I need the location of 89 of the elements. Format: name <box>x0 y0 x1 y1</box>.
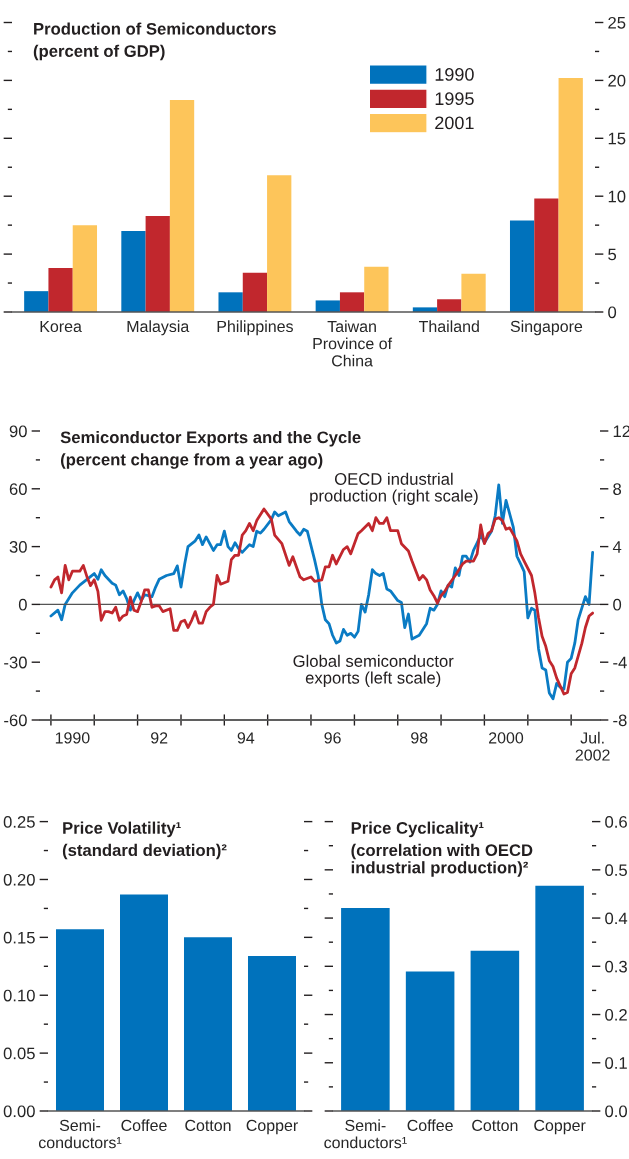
text: (percent change from a year ago) <box>60 453 323 469</box>
y-tick-label: 0 <box>18 598 27 611</box>
text: (percent of GDP) <box>33 44 165 61</box>
bar <box>315 300 340 312</box>
bar <box>120 894 168 1111</box>
bar <box>48 268 73 312</box>
chart-title: Production of Semiconductors <box>34 22 276 35</box>
y2-tick-label: 0.0 <box>605 1105 628 1118</box>
bar <box>535 885 584 1111</box>
bar <box>184 937 232 1111</box>
y2-tick-label: 10 <box>608 190 626 203</box>
bar <box>341 907 390 1111</box>
y-tick-label: 0.10 <box>3 989 35 1002</box>
y-tick-label: 60 <box>9 483 27 495</box>
bar <box>242 272 268 312</box>
bar <box>558 78 583 312</box>
x-tick-label: Korea <box>40 320 82 333</box>
bar <box>24 291 49 312</box>
y2-tick-label: -4 <box>613 656 627 669</box>
bar <box>72 225 98 312</box>
y2-tick-label: 0.4 <box>605 912 628 925</box>
x-tick-label: 94 <box>237 732 255 744</box>
x-tick-label: Thailand <box>418 320 479 333</box>
x-tick-label: 2000 <box>489 732 524 744</box>
chart-title: Price Cyclicality¹ <box>351 821 484 838</box>
chart-title: Semiconductor Exports and the Cycle <box>60 431 361 447</box>
y2-tick-label: 15 <box>608 132 626 145</box>
bar <box>405 971 455 1111</box>
y2-tick-label: 8 <box>613 483 622 495</box>
x-tick-label: Copper <box>246 1119 298 1135</box>
y2-tick-label: 4 <box>612 541 622 553</box>
y2-tick-label: 25 <box>608 16 626 29</box>
bar <box>364 266 389 312</box>
bar <box>437 299 462 312</box>
legend-label: 1995 <box>435 92 474 106</box>
bar <box>339 292 365 312</box>
x-tick-label: Taiwan Province of China <box>313 320 393 367</box>
x-tick-label: 98 <box>411 732 428 744</box>
y-tick-label: 0.15 <box>3 931 35 944</box>
y2-tick-label: 0 <box>608 306 617 319</box>
bar <box>145 215 170 312</box>
bar <box>56 929 104 1111</box>
y-tick-label: 0.00 <box>3 1105 35 1118</box>
x-tick-label: Philippines <box>217 320 293 336</box>
y-tick-label: 0.25 <box>3 816 35 828</box>
x-tick-label: Semi- conductors¹ <box>324 1119 407 1149</box>
y-tick-label: -30 <box>4 656 27 669</box>
x-tick-label: Singapore <box>510 320 583 336</box>
bar <box>248 955 296 1111</box>
bar <box>267 175 292 312</box>
chart-title: Price Volatility¹ <box>63 821 181 838</box>
text: Global semiconductor exports (left scale) <box>293 654 454 688</box>
x-tick-label: Malaysia <box>127 320 190 336</box>
bar <box>218 292 243 312</box>
x-tick-label: Coffee <box>407 1119 453 1132</box>
x-tick-label: Coffee <box>121 1119 167 1132</box>
y-tick-label: -60 <box>4 714 27 727</box>
text: (correlation with OECD industrial production)² <box>351 843 533 877</box>
bar <box>534 198 559 312</box>
x-tick-label: Cotton <box>472 1119 518 1132</box>
y-tick-label: 0.05 <box>3 1047 35 1060</box>
y-tick-label: 30 <box>9 541 27 553</box>
x-tick-label: Cotton <box>185 1119 231 1132</box>
y2-tick-label: 5 <box>608 248 617 261</box>
y2-tick-label: 20 <box>608 74 626 87</box>
text: (standard deviation)² <box>62 843 227 860</box>
x-tick-label: Jul. 2002 <box>575 731 610 761</box>
y-tick-label: 90 <box>9 425 27 438</box>
legend-label: 2001 <box>435 116 474 130</box>
series-label: OECD industrial production (right scale) <box>310 472 478 505</box>
x-tick-label: Semi- conductors¹ <box>38 1119 122 1149</box>
legend-label: 1990 <box>435 68 474 81</box>
y2-tick-label: 0.3 <box>605 960 627 973</box>
y2-tick-label: 0.6 <box>605 816 627 828</box>
x-tick-label: 92 <box>151 732 168 744</box>
bar <box>169 100 195 312</box>
bar <box>470 950 520 1111</box>
y2-tick-label: 0.2 <box>605 1008 627 1021</box>
y-tick-label: 0.20 <box>3 873 35 886</box>
x-tick-label: Copper <box>534 1119 586 1135</box>
bar <box>461 273 486 312</box>
y2-tick-label: 0.1 <box>605 1057 627 1069</box>
bar <box>121 230 146 312</box>
x-tick-label: 1990 <box>55 732 90 744</box>
y2-tick-label: 0.5 <box>605 864 627 877</box>
y2-tick-label: 0 <box>613 598 622 611</box>
x-tick-label: 96 <box>324 732 341 744</box>
bar <box>509 220 535 312</box>
y2-tick-label: -8 <box>613 714 627 727</box>
